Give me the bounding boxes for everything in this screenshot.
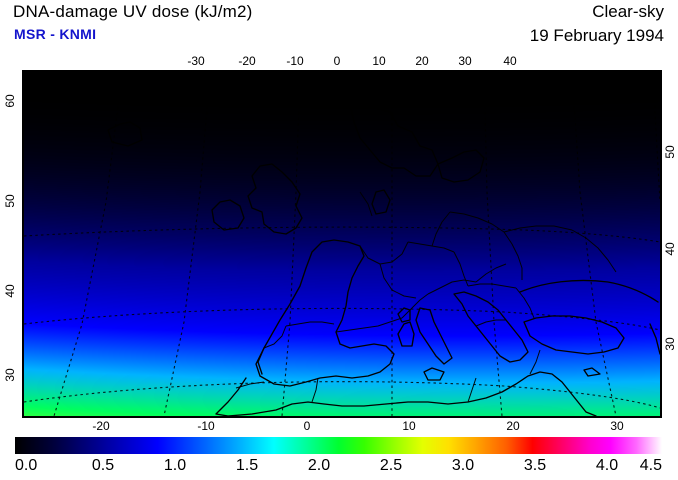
axis-tick-bottom: 20 xyxy=(506,419,520,433)
axis-tick-top: 40 xyxy=(503,54,517,68)
sky-condition-label: Clear-sky xyxy=(592,2,664,21)
colorbar-tick-label: 4.5 xyxy=(639,457,662,474)
axis-tick-left: 40 xyxy=(3,284,17,298)
graticule-lines xyxy=(24,72,660,416)
axis-tick-bottom: -20 xyxy=(92,419,110,433)
axis-tick-top: -20 xyxy=(238,54,256,68)
axis-tick-top: -10 xyxy=(286,54,304,68)
axis-tick-bottom: -10 xyxy=(197,419,215,433)
axis-tick-bottom: 0 xyxy=(303,419,311,433)
country-borders xyxy=(235,191,617,403)
colorbar xyxy=(15,437,662,454)
colorbar-tick-label: 1.5 xyxy=(235,457,259,474)
colorbar-tick-label: 2.0 xyxy=(307,457,331,474)
colorbar-tick-label: 1.0 xyxy=(163,457,187,474)
axis-tick-bottom: 30 xyxy=(610,419,624,433)
axis-tick-right: 40 xyxy=(663,242,677,256)
map-plot-area xyxy=(22,70,662,418)
axis-tick-left: 60 xyxy=(3,94,17,108)
date-label: 19 February 1994 xyxy=(529,26,664,45)
coastlines xyxy=(107,77,660,416)
colorbar-tick-label: 4.0 xyxy=(595,457,619,474)
colorbar-tick-label: 3.0 xyxy=(451,457,475,474)
axis-tick-top: 20 xyxy=(415,54,429,68)
axis-tick-left: 30 xyxy=(3,368,17,382)
uv-dose-raster xyxy=(24,72,660,416)
axis-tick-top: 10 xyxy=(372,54,386,68)
colorbar-tick-label: 0.5 xyxy=(91,457,115,474)
axis-tick-bottom: 10 xyxy=(402,419,416,433)
source-label: MSR - KNMI xyxy=(14,26,97,42)
axis-tick-top: 30 xyxy=(458,54,472,68)
map-overlay xyxy=(24,72,660,416)
axis-tick-top: 0 xyxy=(333,54,341,68)
axis-tick-top: -30 xyxy=(187,54,205,68)
colorbar-tick-label: 3.5 xyxy=(523,457,547,474)
axis-tick-right: 30 xyxy=(663,337,677,351)
axis-tick-right: 50 xyxy=(663,145,677,159)
colorbar-tick-label: 0.0 xyxy=(15,457,38,474)
page-title: DNA-damage UV dose (kJ/m2) xyxy=(13,2,253,21)
axis-tick-left: 50 xyxy=(3,194,17,208)
colorbar-tick-label: 2.5 xyxy=(379,457,403,474)
